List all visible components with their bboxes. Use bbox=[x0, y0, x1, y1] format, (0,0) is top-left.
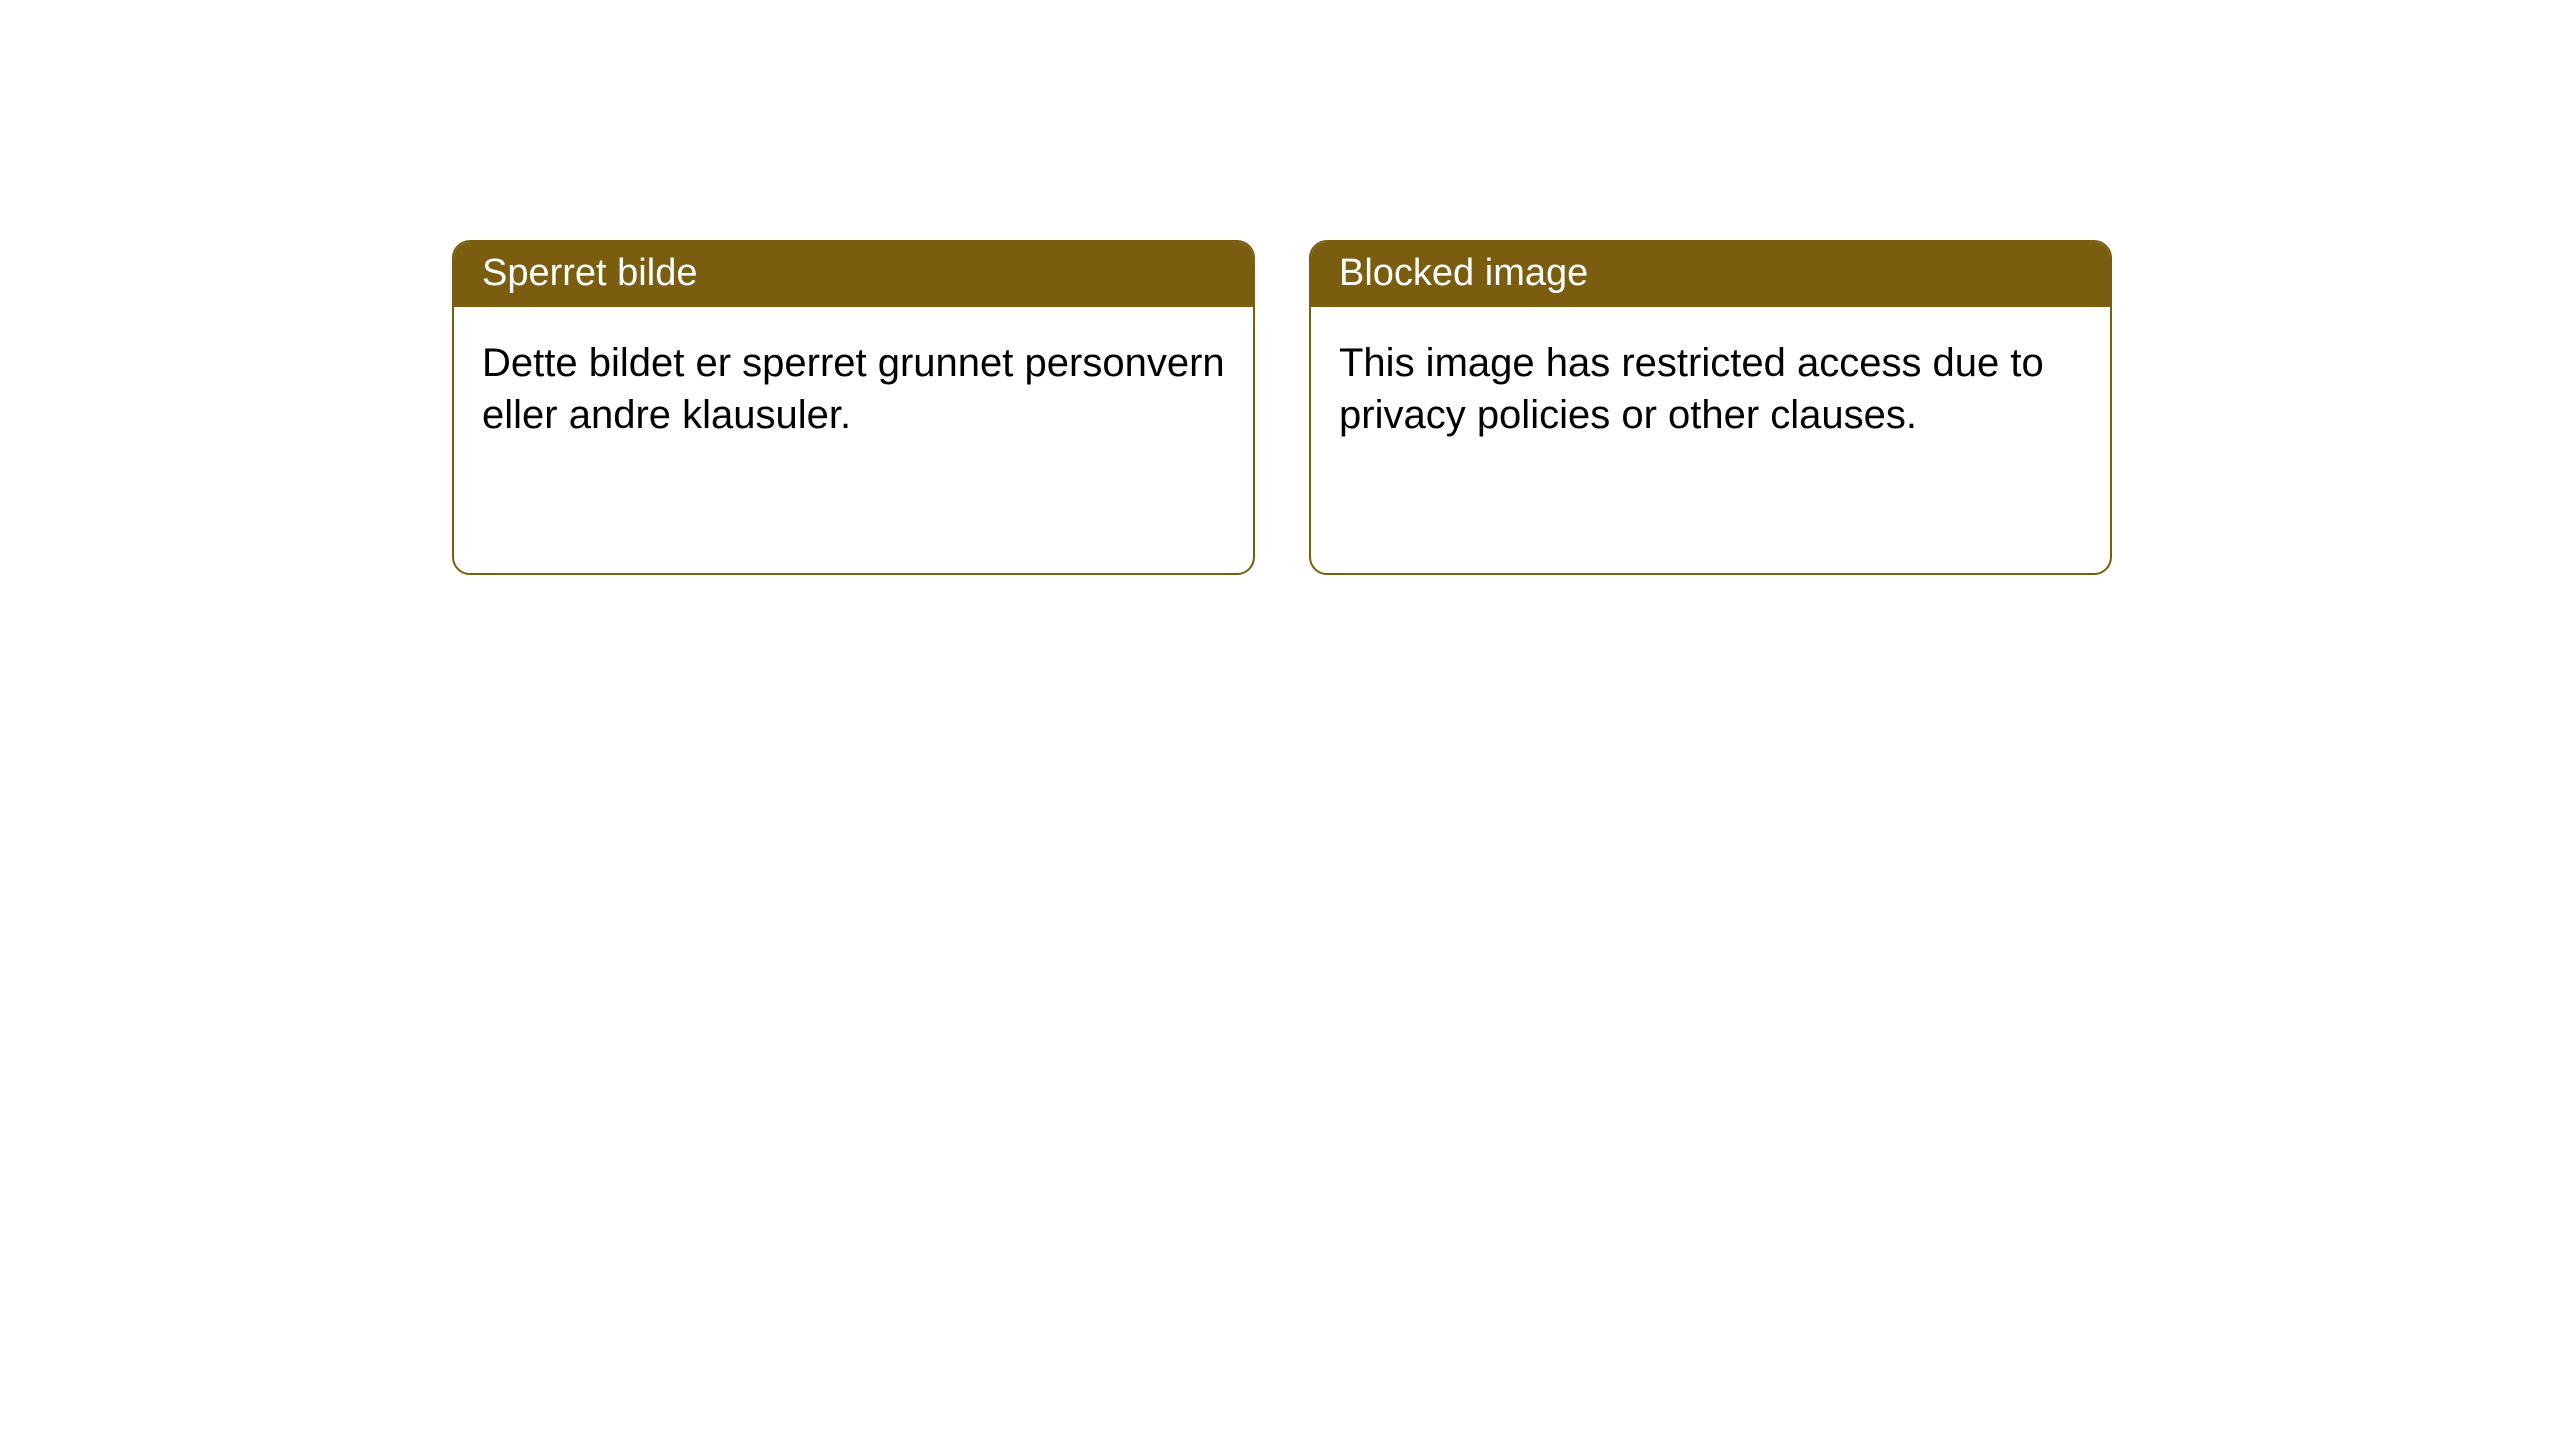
notice-title-english: Blocked image bbox=[1311, 242, 2110, 307]
notice-title-norwegian: Sperret bilde bbox=[454, 242, 1253, 307]
notice-container: Sperret bilde Dette bildet er sperret gr… bbox=[0, 0, 2560, 575]
notice-body-norwegian: Dette bildet er sperret grunnet personve… bbox=[454, 307, 1253, 471]
notice-body-english: This image has restricted access due to … bbox=[1311, 307, 2110, 471]
notice-card-norwegian: Sperret bilde Dette bildet er sperret gr… bbox=[452, 240, 1255, 575]
notice-card-english: Blocked image This image has restricted … bbox=[1309, 240, 2112, 575]
